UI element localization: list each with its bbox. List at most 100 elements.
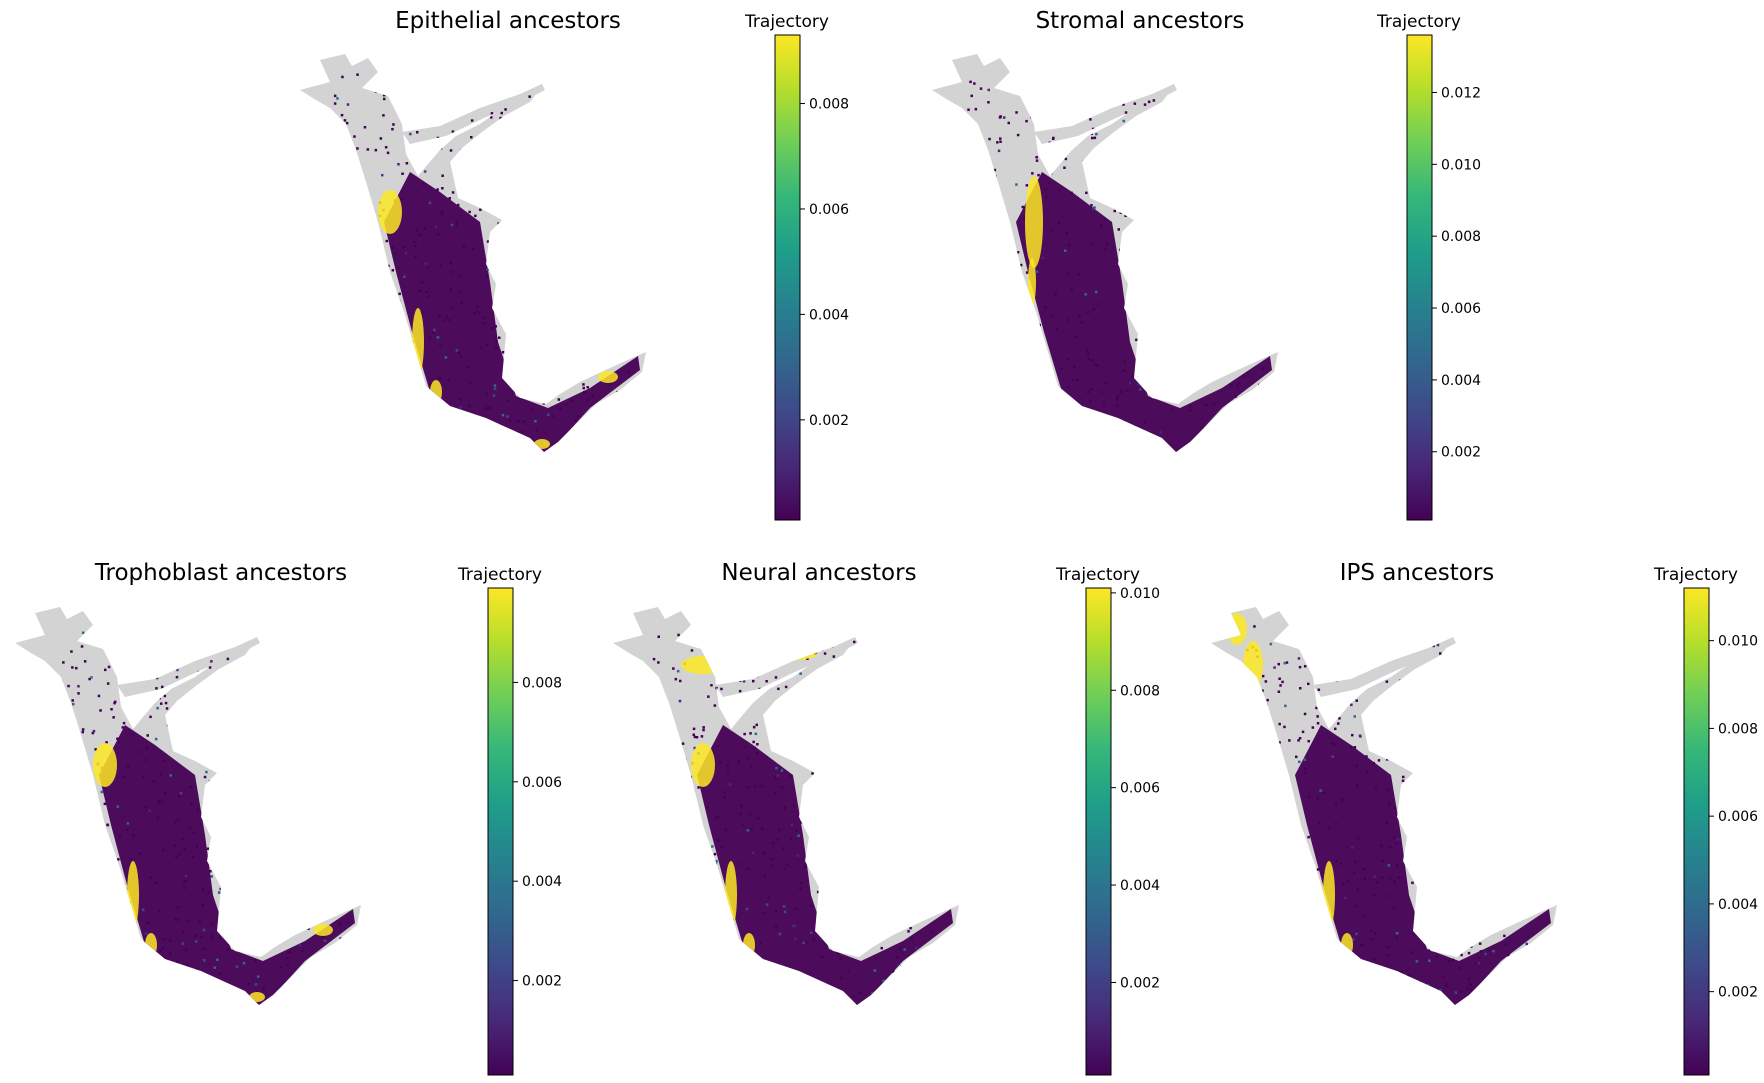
- cell-point: [1421, 916, 1425, 919]
- cell-point: [1166, 96, 1169, 99]
- cell-point: [500, 424, 503, 428]
- cell-point: [808, 739, 811, 742]
- cell-point: [342, 966, 345, 969]
- cell-point: [610, 130, 613, 133]
- cell-point: [349, 250, 353, 253]
- cell-point: [515, 298, 518, 301]
- cell-point: [576, 415, 580, 418]
- cell-point: [85, 856, 88, 860]
- cell-point: [526, 387, 529, 391]
- cell-point: [200, 935, 203, 939]
- cell-point: [1133, 425, 1136, 428]
- cell-point: [785, 751, 788, 754]
- cell-point: [912, 680, 915, 683]
- cell-point: [430, 392, 434, 396]
- cell-point: [1260, 773, 1264, 776]
- cell-point: [912, 656, 915, 659]
- embedding-plot: [613, 607, 959, 1005]
- cell-point: [541, 193, 544, 196]
- cell-point: [1020, 305, 1023, 308]
- cell-point: [88, 641, 92, 645]
- cell-point: [446, 420, 450, 423]
- cell-point: [176, 705, 179, 709]
- cell-point: [980, 298, 983, 302]
- cell-point: [1434, 741, 1438, 744]
- cell-point: [940, 838, 944, 841]
- cell-point: [547, 138, 551, 142]
- cell-point: [343, 119, 347, 122]
- cell-point: [606, 410, 609, 414]
- cell-point: [1445, 813, 1448, 817]
- cell-point: [130, 629, 134, 632]
- cell-point: [1164, 103, 1168, 107]
- cell-point: [219, 972, 222, 975]
- cell-point: [460, 301, 463, 305]
- cell-point: [782, 905, 786, 908]
- cell-point: [866, 635, 869, 639]
- cell-point: [1443, 719, 1446, 723]
- cell-point: [1459, 720, 1462, 723]
- cell-point: [1023, 349, 1026, 352]
- cell-point: [577, 107, 580, 111]
- cell-point: [889, 838, 893, 841]
- cell-point: [910, 816, 913, 819]
- cell-point: [609, 382, 612, 386]
- cell-point: [1278, 949, 1281, 953]
- cell-point: [1455, 922, 1458, 926]
- cell-point: [152, 780, 155, 783]
- cell-point: [1243, 905, 1247, 908]
- cell-point: [419, 233, 422, 237]
- cell-point: [1137, 186, 1140, 189]
- cell-point: [928, 635, 931, 638]
- cell-point: [564, 403, 568, 406]
- cell-point: [77, 685, 80, 688]
- cell-point: [46, 971, 49, 974]
- cell-point: [887, 831, 890, 834]
- cell-point: [145, 746, 149, 750]
- cell-point: [880, 946, 883, 950]
- cell-point: [359, 398, 363, 401]
- cell-point: [1525, 942, 1528, 946]
- cell-point: [293, 913, 297, 916]
- cell-point: [513, 202, 516, 206]
- cell-point: [572, 437, 575, 440]
- cell-point: [618, 218, 621, 222]
- cell-point: [406, 366, 409, 369]
- cell-point: [84, 902, 88, 906]
- cell-point: [494, 346, 497, 349]
- cell-point: [1122, 119, 1125, 123]
- cell-point: [793, 924, 796, 927]
- cell-point: [750, 646, 753, 650]
- cell-point: [403, 423, 406, 426]
- cell-point: [994, 258, 997, 261]
- cell-point: [985, 242, 988, 245]
- cell-point: [403, 437, 407, 440]
- cell-point: [1386, 970, 1389, 974]
- cell-point: [1419, 644, 1422, 647]
- cell-point: [109, 985, 112, 989]
- cell-point: [1459, 897, 1462, 900]
- cell-point: [46, 948, 49, 952]
- cell-point: [1350, 746, 1353, 749]
- cell-point: [1230, 321, 1234, 325]
- cell-point: [1253, 625, 1256, 628]
- cell-point: [1041, 424, 1044, 427]
- cell-point: [1458, 879, 1461, 882]
- cell-point: [940, 688, 943, 692]
- cell-point: [155, 655, 159, 658]
- cell-point: [417, 97, 420, 100]
- cell-point: [224, 788, 228, 791]
- cell-point: [1244, 879, 1248, 882]
- cell-point: [1533, 836, 1536, 839]
- cell-point: [916, 894, 920, 898]
- cell-point: [50, 781, 53, 784]
- cell-point: [245, 711, 249, 714]
- cell-point: [267, 711, 270, 715]
- cell-point: [1339, 632, 1342, 636]
- cell-point: [644, 940, 647, 944]
- cell-point: [1214, 279, 1217, 283]
- cell-point: [1318, 822, 1321, 825]
- cell-point: [898, 947, 902, 950]
- cell-point: [1017, 91, 1020, 94]
- cell-point: [484, 408, 488, 411]
